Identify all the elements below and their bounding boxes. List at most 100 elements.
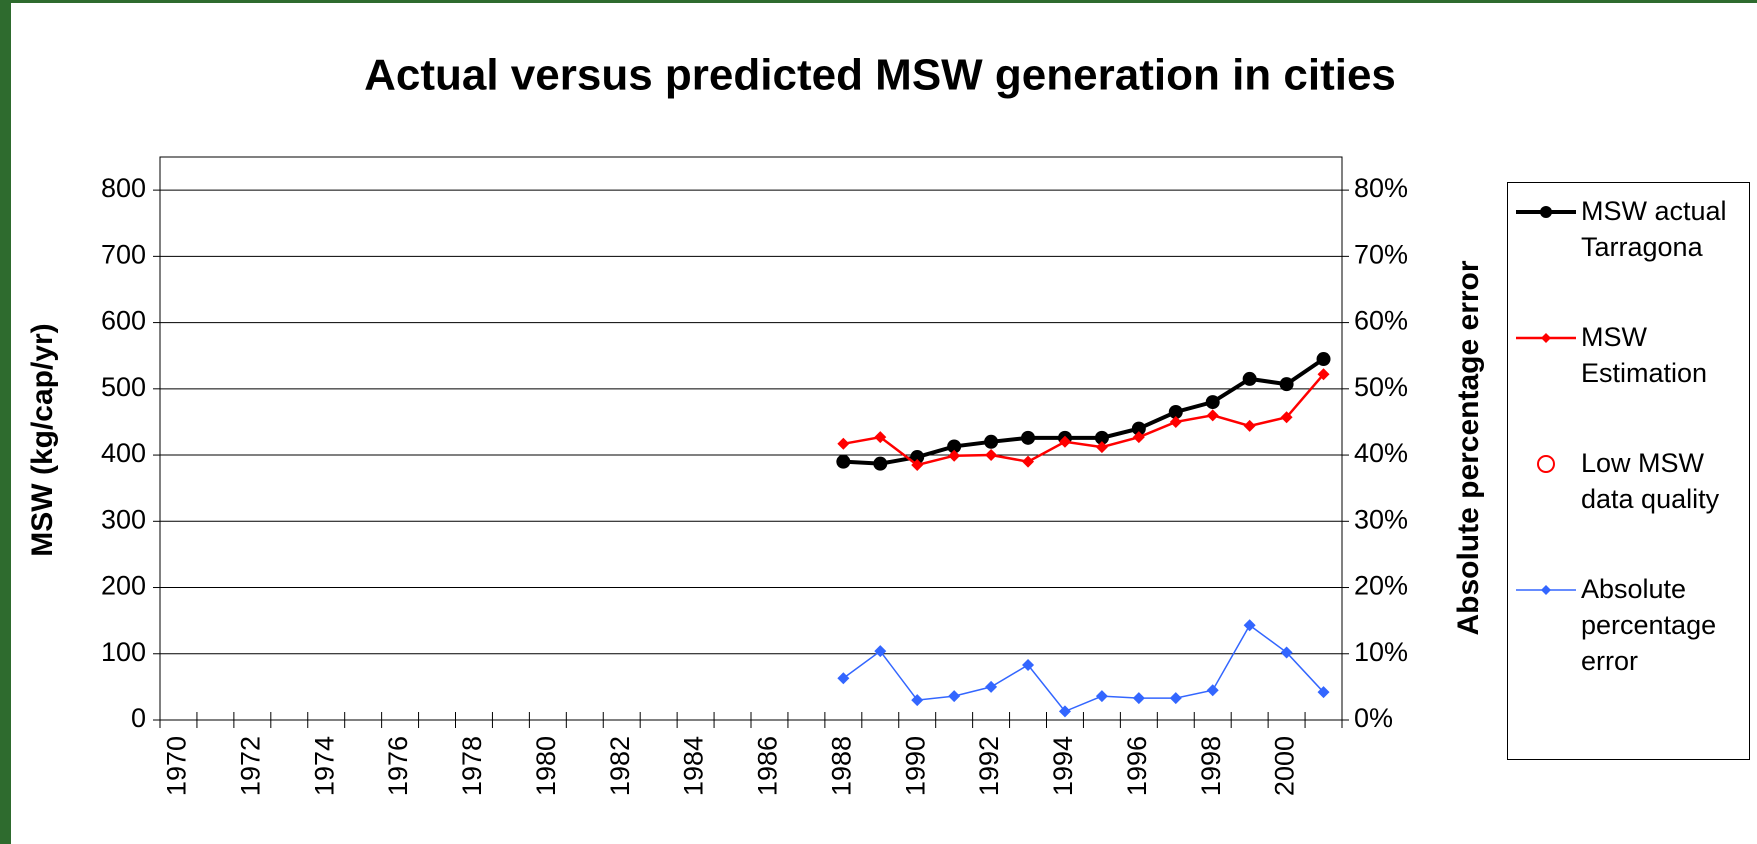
data-point <box>1022 455 1035 468</box>
plot-area <box>159 156 1343 721</box>
data-point <box>1022 659 1035 672</box>
series-line <box>843 373 1325 467</box>
x-tick-label: 1974 <box>309 736 339 796</box>
legend-marker <box>1541 333 1551 343</box>
legend-swatch <box>1516 333 1576 343</box>
y-tick-label: 500 <box>101 372 146 402</box>
data-point <box>1168 405 1183 420</box>
data-point <box>948 449 961 462</box>
data-point <box>1095 690 1108 703</box>
y-tick-label: 400 <box>101 438 146 468</box>
y2-tick-label: 0% <box>1354 703 1393 733</box>
x-tick-label: 1996 <box>1122 736 1152 796</box>
y-axis-label: MSW (kg/cap/yr) <box>26 323 59 556</box>
x-tick-label: 2000 <box>1270 736 1300 796</box>
y2-tick-label: 60% <box>1354 306 1408 336</box>
data-point <box>873 456 888 471</box>
legend: MSW actual Tarragona MSW Estimation Low MS… <box>1507 182 1750 760</box>
data-point <box>1169 692 1182 705</box>
x-tick-label: 1990 <box>900 736 930 796</box>
y-tick-label: 200 <box>101 571 146 601</box>
y-tick-label: 100 <box>101 637 146 667</box>
y2-axis-label: Absolute percentage error <box>1452 260 1485 635</box>
legend-swatch <box>1516 206 1576 218</box>
y2-tick-label: 30% <box>1354 504 1408 534</box>
data-point <box>1058 435 1071 448</box>
y-tick-label: 300 <box>101 504 146 534</box>
legend-marker <box>1541 585 1551 595</box>
data-point <box>1316 352 1331 367</box>
x-tick-label: 1972 <box>235 736 265 796</box>
data-point <box>947 439 962 454</box>
legend-entry: MSW actual Tarragona <box>1508 193 1751 323</box>
data-point <box>911 458 924 471</box>
data-point <box>1169 415 1182 428</box>
data-point <box>874 645 887 658</box>
data-point <box>1279 377 1294 392</box>
data-point <box>1317 686 1330 699</box>
data-point <box>985 680 998 693</box>
data-point <box>1243 619 1256 632</box>
x-tick-label: 1988 <box>826 736 856 796</box>
side-strip <box>0 0 11 844</box>
data-point <box>1131 421 1146 436</box>
legend-label: MSW Estimation <box>1581 322 1708 388</box>
legend-label: Low MSW data quality <box>1581 448 1720 514</box>
data-point <box>1280 646 1293 659</box>
legend-label: Absolute percentage error <box>1581 574 1717 676</box>
legend-entry: Low MSW data quality <box>1508 445 1751 575</box>
data-point <box>1132 692 1145 705</box>
data-point <box>837 672 850 685</box>
data-point <box>911 694 924 707</box>
x-tick-label: 1970 <box>162 736 192 796</box>
y-tick-label: 0 <box>131 703 146 733</box>
top-strip <box>11 0 1757 3</box>
x-tick-label: 1994 <box>1048 736 1078 796</box>
y2-tick-label: 40% <box>1354 438 1408 468</box>
data-point <box>1094 430 1109 445</box>
y-tick-label: 700 <box>101 239 146 269</box>
y2-tick-label: 10% <box>1354 637 1408 667</box>
series-line <box>842 624 1325 713</box>
data-point <box>1206 684 1219 697</box>
data-point <box>984 434 999 449</box>
x-tick-label: 1978 <box>457 736 487 796</box>
data-point <box>948 690 961 703</box>
x-tick-label: 1984 <box>679 736 709 796</box>
data-point <box>1243 419 1256 432</box>
data-point <box>910 450 925 465</box>
data-point <box>837 437 850 450</box>
data-point <box>1095 441 1108 454</box>
data-point <box>874 431 887 444</box>
legend-swatch <box>1516 585 1576 595</box>
x-tick-label: 1986 <box>753 736 783 796</box>
data-point <box>1021 430 1036 445</box>
data-point <box>1206 409 1219 422</box>
y-tick-label: 800 <box>101 173 146 203</box>
data-point <box>1205 395 1220 410</box>
legend-entry: Absolute percentage error <box>1508 571 1751 701</box>
chart-title: Actual versus predicted MSW generation i… <box>364 51 1396 100</box>
y2-tick-label: 80% <box>1354 173 1408 203</box>
x-tick-label: 1992 <box>974 736 1004 796</box>
data-point <box>1242 371 1257 386</box>
x-tick-label: 1982 <box>605 736 635 796</box>
x-tick-label: 1998 <box>1196 736 1226 796</box>
y2-tick-label: 20% <box>1354 571 1408 601</box>
legend-swatch <box>1537 455 1555 473</box>
legend-marker <box>1540 206 1552 218</box>
data-point <box>985 449 998 462</box>
data-point <box>1058 705 1071 718</box>
data-point <box>1132 431 1145 444</box>
data-point <box>1317 368 1330 381</box>
x-tick-label: 1980 <box>531 736 561 796</box>
x-tick-label: 1976 <box>383 736 413 796</box>
data-point <box>1280 411 1293 424</box>
legend-marker <box>1537 455 1555 473</box>
legend-label: MSW actual Tarragona <box>1581 196 1727 262</box>
y-tick-label: 600 <box>101 306 146 336</box>
legend-entry: MSW Estimation <box>1508 319 1751 449</box>
y2-tick-label: 50% <box>1354 372 1408 402</box>
